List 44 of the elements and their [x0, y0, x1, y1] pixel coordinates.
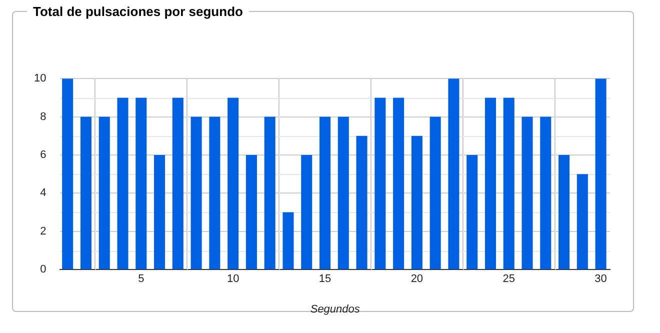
bar	[576, 174, 588, 270]
bar	[98, 116, 110, 270]
bar	[356, 136, 368, 270]
bar	[411, 136, 422, 270]
bar	[503, 98, 514, 270]
y-tick-label: 2	[40, 225, 46, 238]
bar	[393, 98, 404, 270]
x-tick-label: 15	[318, 273, 332, 286]
y-tick-label: 0	[40, 264, 46, 276]
y-tick-label: 8	[40, 110, 46, 123]
bar	[484, 98, 496, 270]
bar	[264, 116, 276, 270]
bar	[466, 155, 478, 270]
bar	[319, 116, 331, 270]
bar	[595, 78, 606, 270]
x-tick-label: 20	[410, 273, 424, 286]
y-tick-label: 10	[34, 72, 46, 85]
x-tick-label: 30	[594, 273, 607, 286]
x-tick-label: 10	[226, 273, 240, 286]
bar	[301, 155, 312, 270]
bar	[154, 155, 166, 270]
bar	[282, 212, 294, 270]
chart-title: Total de pulsaciones por segundo	[32, 4, 244, 19]
bar	[80, 116, 92, 270]
bar	[540, 116, 552, 270]
bar	[448, 78, 460, 270]
bar	[338, 116, 349, 270]
bar	[374, 98, 386, 270]
bar	[246, 155, 257, 270]
bar	[228, 98, 239, 270]
y-tick-label: 4	[40, 187, 46, 200]
x-axis-title: Segundos	[310, 303, 360, 316]
bar	[62, 78, 74, 270]
x-tick-label: 25	[502, 273, 515, 286]
bar	[558, 155, 570, 270]
bar	[136, 98, 147, 270]
bar	[172, 98, 184, 270]
y-tick-label: 6	[40, 149, 46, 162]
bar	[190, 116, 202, 270]
bar	[209, 116, 220, 270]
bar	[522, 116, 533, 270]
x-tick-label: 5	[138, 273, 144, 286]
bar	[117, 98, 128, 270]
bar	[430, 116, 441, 270]
